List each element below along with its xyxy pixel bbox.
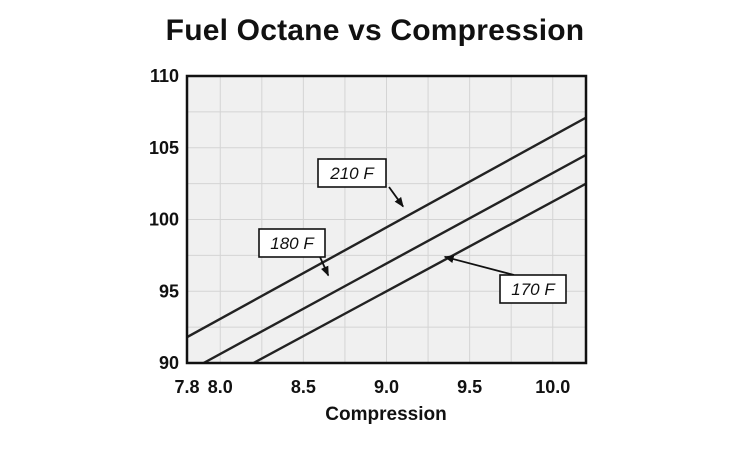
- x-tick-label: 8.0: [208, 377, 233, 397]
- y-axis: 90 95 100 105 110: [149, 66, 179, 373]
- callout-box: [317, 158, 387, 188]
- y-tick-label: 110: [150, 66, 179, 86]
- y-tick-label: 95: [159, 281, 179, 301]
- series-layer: [187, 116, 586, 363]
- x-axis-title: Compression: [325, 404, 446, 425]
- callout: 170 F: [443, 255, 567, 304]
- y-tick-label: 90: [159, 353, 179, 373]
- series-line: [203, 153, 586, 363]
- callouts: 210 F 180 F 170 F: [258, 158, 567, 304]
- x-tick-label: 10.0: [535, 377, 570, 397]
- callout: 180 F: [258, 228, 330, 277]
- callout-arrow: [443, 255, 515, 276]
- callout-label: 210 F: [329, 164, 375, 183]
- x-axis: 7.8 8.0 8.5 9.0 9.5 10.0: [174, 377, 570, 397]
- x-tick-label: 8.5: [291, 377, 316, 397]
- series-line: [187, 116, 586, 339]
- chart-title: Fuel Octane vs Compression: [165, 14, 585, 47]
- x-tick-label: 9.5: [457, 377, 482, 397]
- x-tick-label: 7.8: [174, 377, 199, 397]
- plot-frame: [185, 74, 588, 365]
- callout-label: 170 F: [511, 280, 556, 299]
- callout-box: [258, 228, 326, 258]
- callout-arrow: [319, 256, 330, 277]
- series-line: [252, 182, 586, 363]
- callout: 210 F: [317, 158, 404, 208]
- x-tick-label: 9.0: [374, 377, 399, 397]
- callout-label: 180 F: [270, 234, 315, 253]
- y-tick-label: 105: [149, 138, 179, 158]
- callout-arrow: [388, 186, 404, 208]
- callout-box: [499, 274, 567, 304]
- y-tick-label: 100: [149, 210, 179, 230]
